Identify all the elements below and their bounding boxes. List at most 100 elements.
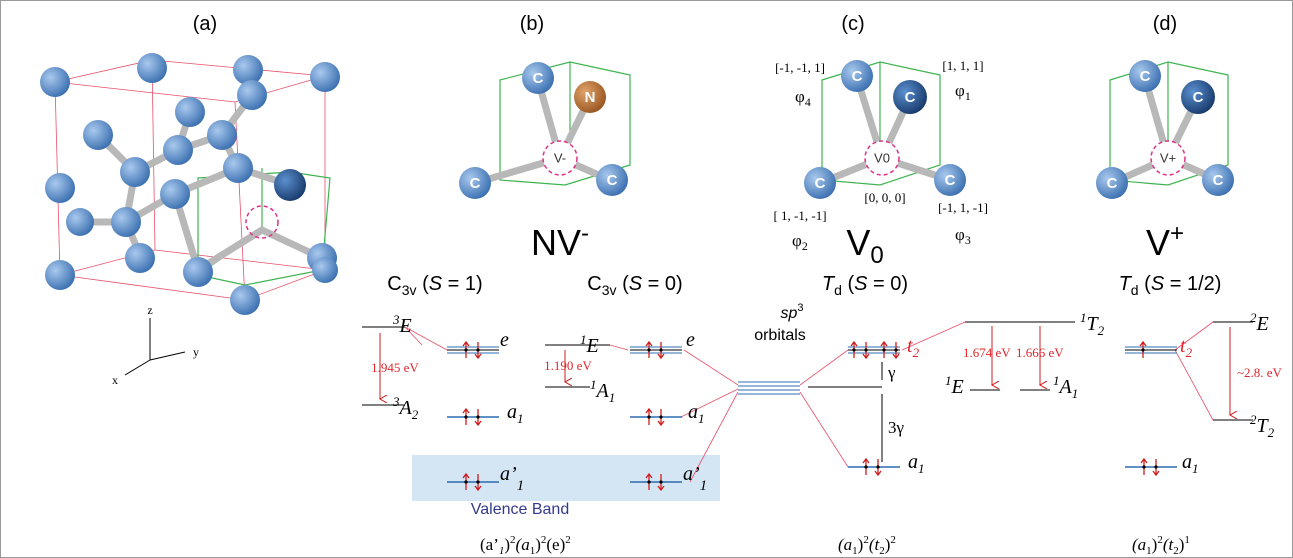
text-part: (e): [546, 535, 565, 554]
configuration: (a1)2(t2)2: [838, 534, 896, 557]
text-part: S: [854, 273, 868, 295]
atom-label: C: [905, 89, 916, 106]
symmetry: Td (S = 0): [822, 273, 908, 298]
atom-label: C: [852, 68, 863, 85]
text-part: 2: [802, 239, 808, 253]
vector-label: φ4: [795, 87, 811, 109]
symmetries: C3v (S = 1) C3v (S = 0) Td (S = 0) Td (S…: [387, 273, 1221, 298]
orbital-label: a1: [688, 401, 705, 426]
level-label: 1T2: [1080, 310, 1105, 338]
text-part: a: [1182, 451, 1192, 473]
atom-label: C: [1107, 175, 1118, 192]
text-part: 1: [517, 478, 525, 494]
valence-band-label: Valence Band: [471, 501, 569, 518]
text-part: = 1): [442, 273, 483, 295]
valence-band: [412, 455, 720, 501]
text-part: 2: [890, 534, 896, 546]
configurations: (a’1)2(a1)2(e)2 (a1)2(t2)2 (a1)2(t2)1: [480, 534, 1190, 557]
atom-label: N: [585, 89, 596, 106]
energy-gap: ~2.8. eV: [1237, 365, 1283, 380]
text-part: a’: [500, 463, 517, 485]
text-part: a: [507, 401, 517, 423]
text-part: 3: [797, 302, 803, 314]
atom-label: C: [607, 172, 618, 189]
panel-labels: (a) (b) (c) (d): [193, 13, 1177, 35]
text-part: +: [1170, 220, 1184, 247]
text-part: d: [1131, 282, 1139, 298]
panel-label: (b): [520, 13, 544, 35]
level-label: 1E: [945, 373, 964, 398]
text-part: 2: [913, 345, 920, 360]
vector-coord: [ 1, -1, -1]: [773, 208, 826, 223]
axis-label: x: [112, 373, 118, 387]
panel-label: (c): [841, 13, 864, 35]
text-part: -: [581, 220, 589, 247]
text-part: 1: [965, 89, 971, 103]
v0-structure: V0 C C C C [-1, -1, 1] φ4 [1, 1, 1] φ1 […: [773, 58, 987, 253]
axis-label: z: [147, 303, 152, 317]
text-part: (: [417, 273, 430, 295]
text-part: sp: [780, 305, 797, 322]
text-part: φ: [792, 231, 802, 250]
orbital-label: a1: [908, 451, 925, 476]
text-part: 1: [700, 478, 708, 494]
vector-coord: [-1, 1, -1]: [938, 200, 988, 215]
text-part: E: [1256, 313, 1269, 335]
vplus-structure: V+ C C C C: [1096, 60, 1234, 199]
orbital-label: a1: [507, 401, 524, 426]
atom-label: C: [815, 175, 826, 192]
text-part: 2: [1098, 323, 1105, 338]
crystal: z y x: [40, 53, 340, 387]
nv-structure: V- C N C C: [459, 62, 630, 199]
text-part: E: [586, 335, 599, 357]
energy-gap: 1.945 eV: [371, 360, 419, 375]
text-part: (a: [516, 535, 530, 554]
text-part: S: [429, 273, 443, 295]
text-part: 1: [1072, 386, 1079, 401]
level-label: 1A1: [590, 377, 615, 405]
atom-label: C: [1193, 89, 1204, 106]
text-part: φ: [955, 81, 965, 100]
vector-label: φ3: [955, 225, 971, 247]
text-part: = 0): [642, 273, 683, 295]
text-part: d: [834, 282, 842, 298]
text-part: A: [398, 397, 413, 419]
text-part: 2: [1268, 425, 1275, 440]
text-part: 1: [698, 411, 705, 426]
atom-label: C: [470, 175, 481, 192]
vector-label: φ1: [955, 81, 971, 103]
text-part: (a’: [480, 535, 499, 554]
text-part: E: [399, 315, 412, 337]
panel-label: (d): [1153, 13, 1177, 35]
text-part: = 0): [868, 273, 909, 295]
text-part: 4: [805, 95, 811, 109]
configuration: (a’1)2(a1)2(e)2: [480, 534, 571, 557]
symmetry: C3v (S = 0): [587, 273, 682, 298]
vacancy-label: V0: [874, 150, 890, 165]
sp3-label: orbitals: [754, 327, 806, 344]
figure: (a) (b) (c) (d) z y x V- C N C C V0 C C …: [0, 0, 1293, 558]
vacancy-label: V+: [1160, 150, 1176, 165]
text-part: A: [1058, 376, 1073, 398]
text-part: (a: [1132, 535, 1146, 554]
axis-label: y: [193, 345, 199, 359]
text-part: a: [908, 451, 918, 473]
text-part: 2: [1186, 345, 1193, 360]
text-part: V: [846, 222, 870, 263]
atom-label: C: [1213, 172, 1224, 189]
energy-gap: 1.190 eV: [544, 358, 592, 373]
vector-label: φ2: [792, 231, 808, 253]
level-label: 2T2: [1250, 412, 1275, 440]
defect-name: V0: [846, 222, 883, 269]
text-part: S: [1151, 273, 1165, 295]
energy-diagram: 1.945 eV 3E 3A2 1.190 eV 1E 1A1 e a1 a’1…: [362, 302, 1283, 494]
atom-label: C: [533, 70, 544, 87]
symmetry: Td (S = 1/2): [1119, 273, 1222, 298]
text-part: C: [587, 273, 601, 295]
text-part: A: [595, 380, 610, 402]
splitting-label: 3γ: [888, 418, 905, 437]
energy-gap: 1.674 eV: [963, 345, 1011, 360]
energy-gap: 1.666 eV: [1016, 345, 1064, 360]
orbital-label: e: [500, 329, 509, 351]
level-label: 3E: [392, 312, 412, 337]
